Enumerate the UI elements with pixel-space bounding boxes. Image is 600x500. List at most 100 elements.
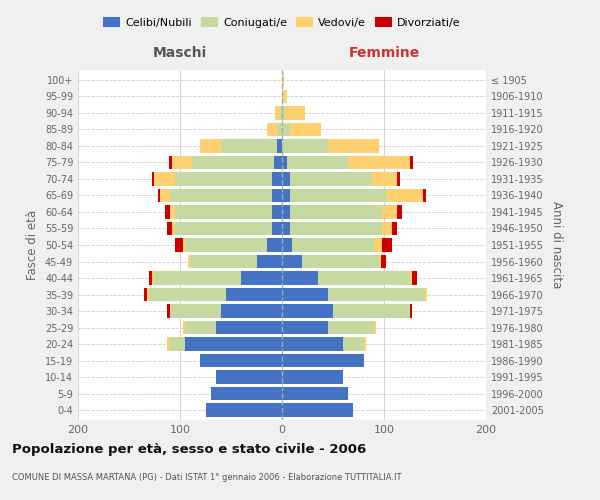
Bar <box>282 271 318 285</box>
Bar <box>280 106 282 120</box>
Bar <box>152 271 155 285</box>
Bar <box>372 172 397 186</box>
Bar <box>167 338 170 351</box>
Bar <box>290 172 372 186</box>
Bar <box>167 222 172 235</box>
Text: Maschi: Maschi <box>153 46 207 60</box>
Bar <box>221 139 277 152</box>
Bar <box>282 90 287 103</box>
Bar <box>425 288 427 302</box>
Bar <box>190 254 257 268</box>
Bar <box>206 404 282 417</box>
Bar <box>382 222 392 235</box>
Bar <box>175 205 272 219</box>
Bar <box>282 387 349 400</box>
Bar <box>290 188 387 202</box>
Bar <box>267 122 277 136</box>
Bar <box>272 188 282 202</box>
Bar <box>272 172 282 186</box>
Bar <box>381 254 386 268</box>
Bar <box>282 172 290 186</box>
Bar <box>200 139 221 152</box>
Bar <box>282 404 353 417</box>
Bar <box>192 156 274 169</box>
Bar <box>277 122 282 136</box>
Bar <box>410 304 412 318</box>
Bar <box>221 304 282 318</box>
Bar <box>282 222 290 235</box>
Bar <box>170 188 272 202</box>
Bar <box>290 122 321 136</box>
Bar <box>318 271 410 285</box>
Bar <box>382 238 392 252</box>
Bar <box>169 156 172 169</box>
Bar <box>282 238 292 252</box>
Bar <box>155 172 175 186</box>
Bar <box>185 338 282 351</box>
Bar <box>287 156 349 169</box>
Bar <box>282 188 290 202</box>
Bar <box>185 238 267 252</box>
Bar <box>282 288 328 302</box>
Y-axis label: Fasce di età: Fasce di età <box>26 210 39 280</box>
Bar <box>185 321 216 334</box>
Bar <box>410 271 412 285</box>
Bar <box>226 288 282 302</box>
Bar <box>275 106 280 120</box>
Bar <box>267 238 282 252</box>
Bar <box>148 288 149 302</box>
Bar <box>170 338 185 351</box>
Bar <box>211 387 282 400</box>
Bar <box>364 338 365 351</box>
Bar <box>333 304 410 318</box>
Bar <box>290 205 382 219</box>
Bar <box>382 205 397 219</box>
Legend: Celibi/Nubili, Coniugati/e, Vedovi/e, Divorziati/e: Celibi/Nubili, Coniugati/e, Vedovi/e, Di… <box>99 12 465 32</box>
Bar <box>167 304 170 318</box>
Bar <box>183 238 185 252</box>
Bar <box>172 222 175 235</box>
Bar <box>282 122 290 136</box>
Bar <box>152 172 155 186</box>
Bar <box>282 205 290 219</box>
Bar <box>188 254 190 268</box>
Bar <box>302 254 379 268</box>
Bar <box>292 238 374 252</box>
Bar <box>349 156 410 169</box>
Bar <box>277 139 282 152</box>
Bar <box>282 321 328 334</box>
Bar <box>274 156 282 169</box>
Bar <box>282 304 333 318</box>
Bar <box>282 73 284 86</box>
Bar <box>155 271 241 285</box>
Bar <box>216 370 282 384</box>
Bar <box>328 139 379 152</box>
Text: Popolazione per età, sesso e stato civile - 2006: Popolazione per età, sesso e stato civil… <box>12 442 366 456</box>
Bar <box>397 205 403 219</box>
Bar <box>290 222 382 235</box>
Bar <box>175 222 272 235</box>
Bar <box>392 222 397 235</box>
Bar <box>158 188 160 202</box>
Bar <box>379 254 381 268</box>
Bar <box>170 205 175 219</box>
Bar <box>328 288 425 302</box>
Bar <box>374 321 376 334</box>
Bar <box>164 205 170 219</box>
Bar <box>282 370 343 384</box>
Bar <box>343 338 364 351</box>
Bar <box>397 172 400 186</box>
Bar <box>160 188 170 202</box>
Y-axis label: Anni di nascita: Anni di nascita <box>550 202 563 288</box>
Bar <box>374 238 382 252</box>
Bar <box>200 354 282 368</box>
Bar <box>183 321 185 334</box>
Text: COMUNE DI MASSA MARTANA (PG) - Dati ISTAT 1° gennaio 2006 - Elaborazione TUTTITA: COMUNE DI MASSA MARTANA (PG) - Dati ISTA… <box>12 472 401 482</box>
Bar <box>272 205 282 219</box>
Bar <box>282 254 302 268</box>
Bar <box>145 288 148 302</box>
Bar <box>216 321 282 334</box>
Bar <box>149 288 226 302</box>
Bar <box>170 304 221 318</box>
Bar <box>423 188 426 202</box>
